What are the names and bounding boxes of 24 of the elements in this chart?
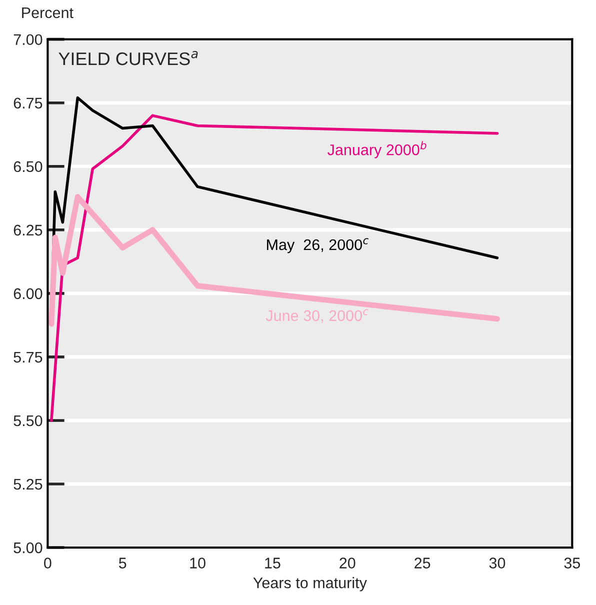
series-label: January 2000$^{b}$ — [328, 141, 426, 158]
y-axis-title: Percent — [22, 7, 74, 18]
series-label: May 26, 2000$^{c}$ — [267, 238, 368, 254]
y-tick-label: 5.25 — [14, 478, 42, 490]
x-tick-label: 10 — [190, 558, 206, 568]
y-tick-label: 5.50 — [14, 415, 42, 426]
y-tick-label: 6.75 — [14, 98, 42, 109]
x-tick-label: 15 — [265, 558, 280, 568]
y-tick-label: 7.00 — [14, 34, 42, 46]
x-tick-label: 5 — [118, 558, 126, 568]
x-axis-title: Years to maturity — [253, 577, 367, 592]
x-tick-label: 30 — [489, 558, 506, 568]
y-tick-label: 6.50 — [14, 161, 42, 172]
y-tick-label: 5.00 — [14, 542, 42, 554]
x-tick-label: 35 — [564, 558, 580, 568]
series-label: June 30, 2000$^{c}$ — [266, 309, 368, 323]
y-tick-label: 6.25 — [14, 224, 42, 236]
y-tick-label: 6.00 — [14, 288, 42, 300]
text: YIELD CURVES$^{a}$ — [58, 51, 198, 66]
x-tick-label: 0 — [44, 558, 52, 568]
x-tick-label: 25 — [414, 558, 430, 568]
line-series — [50, 114, 499, 422]
x-tick-label: 20 — [340, 558, 356, 568]
y-tick-label: 5.75 — [14, 352, 42, 363]
